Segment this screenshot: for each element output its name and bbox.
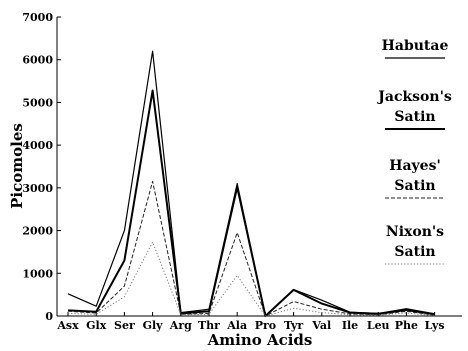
- x-tick-label: Glx: [86, 319, 107, 332]
- legend: Habutae Jackson's Satin Hayes' Satin Nixon's S…: [376, 38, 452, 265]
- y-tick-label: 2000: [22, 225, 53, 238]
- y-tick-label: 1000: [22, 267, 53, 280]
- legend-label: Nixon's: [386, 224, 444, 240]
- legend-label: Jackson's: [376, 89, 452, 105]
- y-axis-ticks: 0 1000 2000 3000 4000 5000 6000 7000: [22, 11, 61, 323]
- x-tick-label: Ser: [114, 319, 135, 332]
- x-tick-label: Gly: [143, 319, 164, 332]
- y-axis-title: Picomoles: [8, 123, 26, 209]
- y-tick-label: 7000: [22, 11, 53, 24]
- legend-label: Habutae: [382, 38, 449, 54]
- legend-label: Satin: [394, 178, 435, 194]
- x-tick-label: Phe: [395, 319, 418, 332]
- x-tick-label: Ile: [342, 319, 358, 332]
- series-lines: [67, 50, 435, 317]
- x-tick-label: Asx: [56, 319, 79, 332]
- y-tick-label: 3000: [22, 182, 53, 195]
- x-tick-label: Thr: [198, 319, 220, 332]
- x-tick-label: Lys: [425, 319, 445, 332]
- legend-label: Hayes': [389, 158, 441, 174]
- y-tick-label: 4000: [22, 139, 53, 152]
- x-tick-label: Ala: [226, 319, 247, 332]
- y-tick-label: 0: [45, 310, 53, 323]
- y-tick-label: 5000: [22, 96, 53, 109]
- x-axis-ticks: Asx Glx Ser Gly Arg Thr Ala Pro Tyr Val Ile Leu Phe L…: [56, 312, 445, 332]
- legend-label: Satin: [394, 244, 435, 260]
- x-tick-label: Pro: [255, 319, 276, 332]
- series-line-jackson-s-satin: [67, 89, 435, 317]
- x-tick-label: Val: [311, 319, 331, 332]
- x-tick-label: Arg: [169, 319, 192, 332]
- y-tick-label: 6000: [22, 54, 53, 67]
- x-tick-label: Tyr: [284, 319, 303, 332]
- legend-label: Satin: [394, 109, 435, 125]
- series-line-nixon-s-satin: [67, 241, 435, 317]
- x-tick-label: Leu: [367, 319, 390, 332]
- x-axis-title: Amino Acids: [207, 331, 313, 349]
